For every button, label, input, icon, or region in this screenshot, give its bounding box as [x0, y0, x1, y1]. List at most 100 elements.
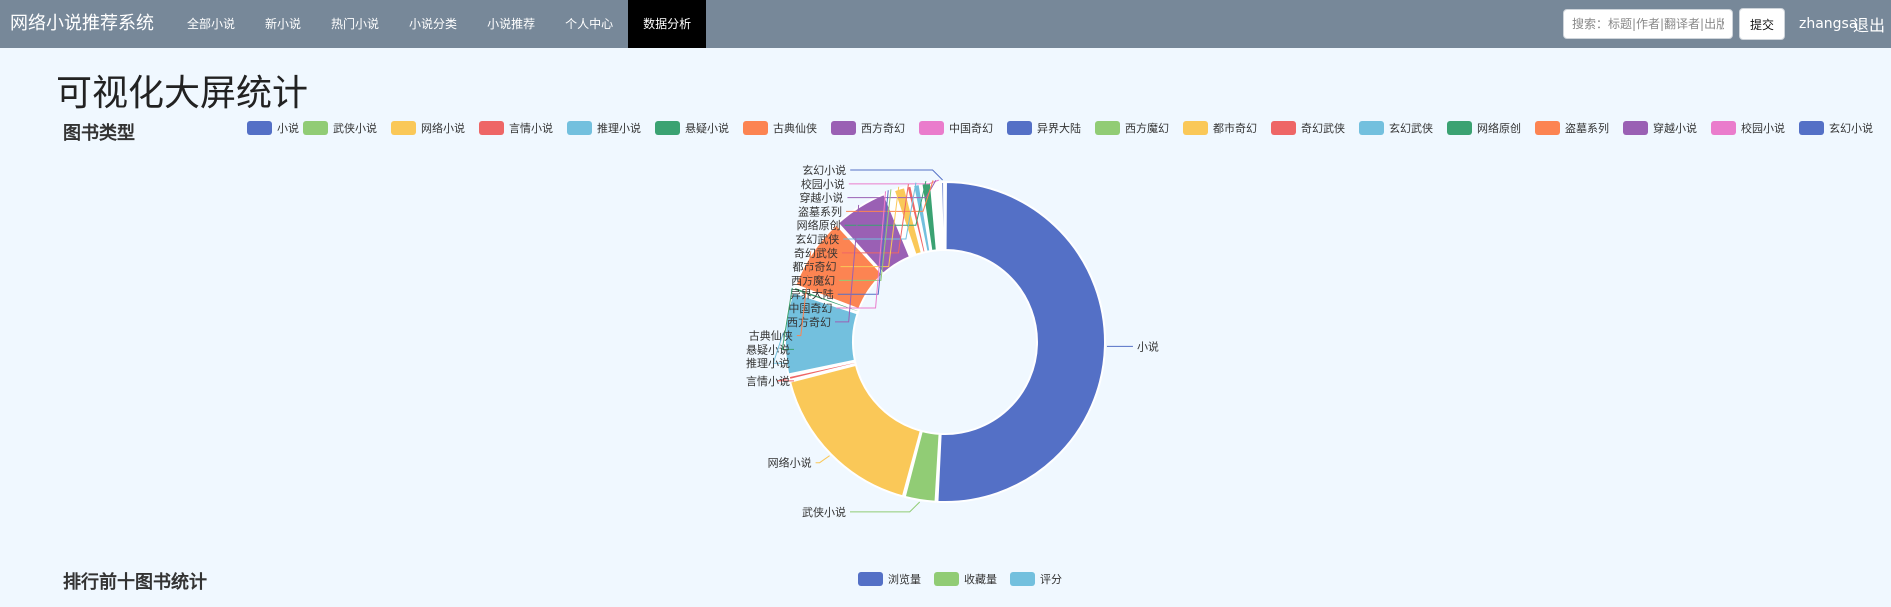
legend-item-2[interactable]: 网络小说 [391, 121, 465, 135]
legend-item-1[interactable]: 武侠小说 [303, 121, 377, 135]
pie-label-7: 西方奇幻 [787, 315, 831, 329]
bar-legend-swatch [1010, 572, 1035, 586]
bar-legend-label: 浏览量 [888, 572, 921, 586]
legend-label: 都市奇幻 [1213, 121, 1257, 135]
pie-label-10: 西方魔幻 [791, 273, 835, 287]
nav-data-analysis[interactable]: 数据分析 [628, 0, 707, 48]
pie-slice-2[interactable] [789, 363, 922, 498]
legend-label: 武侠小说 [333, 121, 377, 135]
legend-item-4[interactable]: 推理小说 [567, 121, 641, 135]
legend-swatch [1007, 121, 1032, 135]
bar-legend-item-0[interactable]: 浏览量 [858, 572, 921, 586]
legend-label: 玄幻武侠 [1389, 121, 1433, 135]
legend-label: 中国奇幻 [949, 122, 993, 135]
nav-novel-categories[interactable]: 小说分类 [409, 17, 458, 31]
legend-swatch [1535, 121, 1560, 135]
pie-slice-5[interactable] [792, 285, 860, 314]
legend-swatch [1183, 121, 1208, 135]
brand-title[interactable]: 网络小说推荐系统 [10, 13, 154, 34]
pie-label-16: 穿越小说 [799, 191, 843, 205]
bar-legend-item-1[interactable]: 收藏量 [934, 572, 997, 586]
legend-item-9[interactable]: 异界大陆 [1007, 121, 1081, 135]
legend-label: 西方魔幻 [1125, 121, 1169, 135]
bar-legend-item-2[interactable]: 评分 [1010, 572, 1062, 586]
pie-slice-7[interactable] [836, 193, 911, 275]
legend-label: 西方奇幻 [861, 121, 905, 135]
nav-hot-novels[interactable]: 热门小说 [331, 17, 380, 31]
legend-item-8[interactable]: 中国奇幻 [919, 121, 993, 135]
logout-link[interactable]: 退出 [1852, 16, 1885, 35]
legend-item-12[interactable]: 奇幻武侠 [1271, 121, 1345, 135]
legend-swatch [1799, 121, 1824, 135]
legend-item-5[interactable]: 悬疑小说 [655, 121, 729, 135]
pie-label-5: 悬疑小说 [746, 342, 790, 356]
username-link[interactable]: zhangsan [1798, 16, 1857, 32]
submit-button[interactable]: 提交 [1738, 8, 1785, 40]
pie-slice-18[interactable] [940, 181, 946, 252]
legend-label: 玄幻小说 [1829, 121, 1873, 135]
legend-swatch [1359, 121, 1384, 135]
pie-label-13: 玄幻武侠 [795, 232, 839, 246]
legend-item-6[interactable]: 古典仙侠 [743, 121, 817, 135]
legend-swatch [247, 121, 272, 135]
legend-item-11[interactable]: 都市奇幻 [1183, 121, 1257, 135]
pie-slice-11[interactable] [892, 186, 923, 256]
pie-slice-14[interactable] [920, 181, 938, 253]
section-title-top-ten: 排行前十图书统计 [63, 572, 207, 593]
bar-legend-label: 评分 [1040, 573, 1062, 586]
legend-label: 悬疑小说 [685, 121, 729, 135]
bar-legend-swatch [934, 572, 959, 586]
pie-label-18: 玄幻小说 [802, 163, 846, 177]
legend-swatch [743, 121, 768, 135]
pie-slice-17[interactable] [937, 181, 943, 252]
search-input[interactable] [1562, 9, 1733, 39]
legend-swatch [831, 121, 856, 135]
pie-slice-6[interactable] [794, 223, 884, 311]
legend-item-10[interactable]: 西方魔幻 [1095, 121, 1169, 135]
legend-item-17[interactable]: 校园小说 [1711, 121, 1785, 135]
top-ten-bar-chart: 浏览量 收藏量 评分 [858, 572, 1062, 586]
legend-label: 异界大陆 [1037, 121, 1081, 135]
legend-item-13[interactable]: 玄幻武侠 [1359, 121, 1433, 135]
pie-label-4: 推理小说 [746, 356, 790, 370]
legend-swatch [303, 121, 328, 135]
pie-slice-1[interactable] [903, 430, 941, 503]
pie-slice-9[interactable] [887, 190, 915, 257]
top-navbar: 网络小说推荐系统 全部小说 新小说 热门小说 小说分类 小说推荐 个人中心 数据… [0, 0, 1891, 48]
legend-label: 言情小说 [509, 121, 553, 135]
legend-swatch [1711, 121, 1736, 135]
legend-label: 网络小说 [421, 121, 465, 135]
pie-slice-16[interactable] [934, 181, 942, 252]
legend-item-16[interactable]: 穿越小说 [1623, 121, 1697, 135]
pie-label-12: 奇幻武侠 [794, 247, 838, 260]
bar-legend-swatch [858, 572, 883, 586]
legend-label: 穿越小说 [1653, 121, 1697, 135]
legend-swatch [1271, 121, 1296, 135]
nav-all-novels[interactable]: 全部小说 [187, 17, 236, 31]
legend-item-15[interactable]: 盗墓系列 [1535, 121, 1609, 135]
pie-slice-0[interactable] [936, 181, 1107, 503]
legend-swatch [1623, 121, 1648, 135]
nav-novel-recommend[interactable]: 小说推荐 [487, 17, 536, 31]
legend-label: 网络原创 [1477, 121, 1521, 135]
legend-item-0[interactable]: 小说 [247, 121, 299, 135]
pie-slice-3[interactable] [787, 360, 857, 381]
legend-item-18[interactable]: 玄幻小说 [1799, 121, 1873, 135]
legend-swatch [1447, 121, 1472, 135]
nav-new-novels[interactable]: 新小说 [265, 17, 302, 31]
nav-links: 全部小说 新小说 热门小说 小说分类 小说推荐 个人中心 数据分析 [172, 0, 707, 48]
pie-label-14: 网络原创 [797, 218, 841, 232]
legend-item-7[interactable]: 西方奇幻 [831, 121, 905, 135]
legend-label: 小说 [277, 121, 299, 135]
nav-user-center[interactable]: 个人中心 [565, 17, 614, 31]
legend-label: 校园小说 [1741, 121, 1785, 135]
pie-label-2: 网络小说 [768, 456, 812, 470]
legend-label: 推理小说 [597, 121, 641, 135]
legend-swatch [479, 121, 504, 135]
legend-item-3[interactable]: 言情小说 [479, 121, 553, 135]
pie-labels: 小说 玄幻小说校园小说穿越小说盗墓系列网络原创玄幻武侠奇幻武侠都市奇幻西方魔幻异界… [746, 163, 1159, 519]
pie-label-0: 小说 [1137, 339, 1159, 353]
legend-item-14[interactable]: 网络原创 [1447, 121, 1521, 135]
legend-swatch [919, 121, 944, 135]
bar-legend-label: 收藏量 [964, 572, 997, 586]
